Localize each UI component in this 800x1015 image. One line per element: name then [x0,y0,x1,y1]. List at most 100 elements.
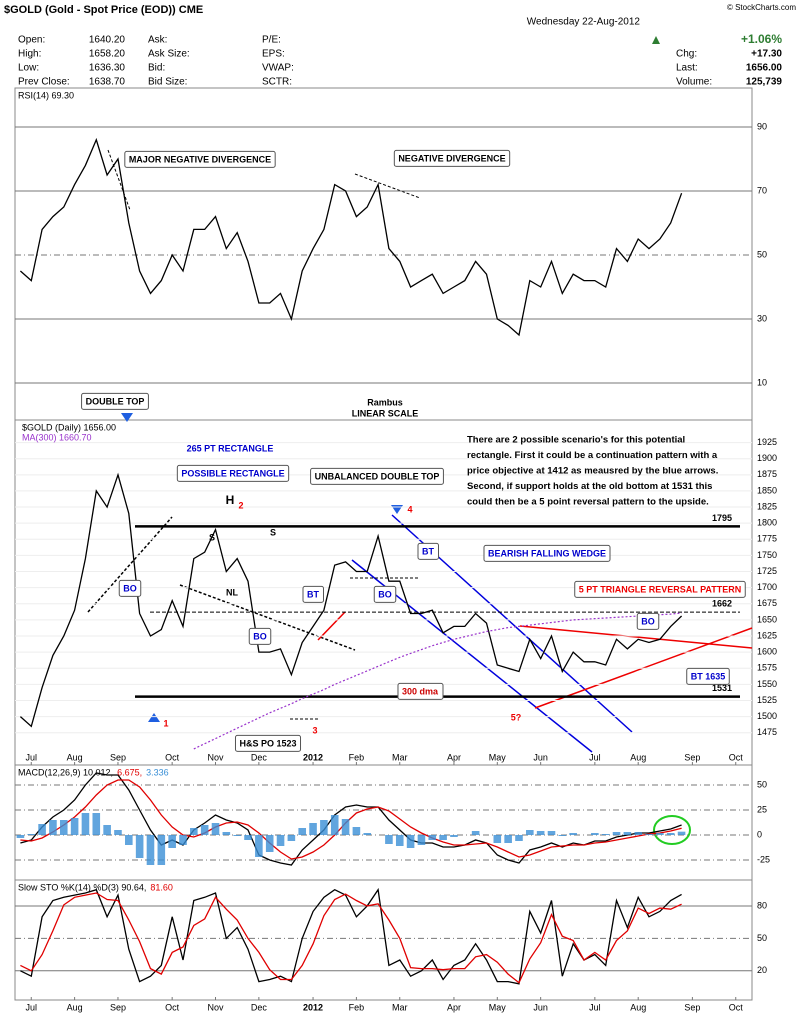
histogram-bar [16,835,25,838]
level-label: 1531 [712,683,732,693]
field-value: 1656.00 [746,63,783,74]
series-line [20,779,682,860]
trendline [107,149,131,211]
x-tick-label: Jul [25,1002,37,1012]
annotation-box [574,580,746,598]
histogram-bar [569,833,577,835]
histogram-bar [125,835,133,845]
commentary: rectangle. First it could be a continuat… [467,450,718,461]
annotation-box [397,682,444,700]
x-tick-label: Aug [630,1002,646,1012]
annotation: MAJOR NEGATIVE DIVERGENCE [129,154,271,164]
commentary: could then be a 5 point reversal pattern… [467,497,709,508]
histogram-bar [265,835,274,852]
annotation-box [124,150,276,168]
x-tick-label: Aug [630,752,646,762]
annotation: NEGATIVE DIVERGENCE [398,153,505,163]
histogram-bar [320,820,328,835]
histogram-bar [49,820,57,835]
series-line [19,472,683,728]
histogram-bar [200,825,209,835]
histogram-bar [504,835,512,843]
annotation-box [686,667,730,685]
field-value: 1638.70 [89,77,126,88]
x-tick-label: Sep [684,752,700,762]
x-tick-label: Dec [251,752,268,762]
annotation-box [417,542,439,560]
annotation-box [302,585,324,603]
histogram-bar [634,832,642,835]
arrow [391,505,403,514]
histogram-bar [645,834,653,835]
field-value: 1640.20 [89,35,126,46]
annotation: BEARISH FALLING WEDGE [488,548,606,558]
field-label: VWAP: [262,63,294,74]
x-tick-label: Feb [349,1002,365,1012]
x-tick-label: Sep [684,1002,700,1012]
y-tick-label: 1725 [757,566,777,576]
histogram-bar [59,820,68,835]
annotation: BT [307,589,319,599]
histogram-bar [298,828,307,835]
x-tick-label: Aug [67,1002,83,1012]
y-tick-label: 1675 [757,598,777,608]
y-tick-label: 1925 [757,437,777,447]
y-tick-label: 1825 [757,501,777,511]
y-tick-label: 1625 [757,630,777,640]
annotation: BO [641,616,655,626]
x-tick-label: Jul [589,752,601,762]
histogram-bar [558,835,567,836]
y-tick-label: 10 [757,377,767,387]
histogram-bar [287,835,296,841]
series-line [20,892,682,984]
histogram-bar [428,835,437,840]
histogram-bar [92,813,101,835]
y-tick-label: 50 [757,249,767,259]
x-tick-label: May [489,752,507,762]
field-label: Open: [18,35,45,46]
series-line [19,137,683,337]
annotation-box [234,734,302,752]
histogram-bar [623,832,632,835]
histogram-bar [38,824,46,835]
rsi-panel [14,87,753,421]
legend-entry: MA(300) 1660.70 [22,432,92,442]
histogram-bar [27,834,36,835]
date: Wednesday 22-Aug-2012 [527,17,641,28]
series-line [193,612,682,750]
histogram-bar [406,835,415,848]
field-label: Ask Size: [148,49,190,60]
y-tick-label: 0 [757,829,762,839]
annotation: 3 [312,725,317,735]
commentary: price objective at 1412 as meausred by t… [467,466,718,477]
annotation: 5 PT TRIANGLE REVERSAL PATTERN [579,584,742,594]
field-value: 125,739 [746,77,783,88]
histogram-bar [656,833,664,835]
histogram-bar [526,830,534,835]
triangle-line [519,625,753,649]
histogram-bar [591,833,599,835]
x-tick-label: Sep [110,1002,126,1012]
field-value: 1636.30 [89,63,126,74]
x-tick-label: Apr [447,1002,461,1012]
x-tick-label: 2012 [303,752,323,762]
annotation: H&S PO 1523 [239,738,296,748]
x-tick-label: 2012 [303,1002,323,1012]
field-label: Volume: [676,77,712,88]
histogram-bar [450,835,458,837]
y-tick-label: 1875 [757,469,777,479]
commentary: There are 2 possible scenario's for this… [467,435,685,446]
symbol-title: $GOLD (Gold - Spot Price (EOD)) CME [4,4,203,16]
y-tick-label: 1900 [757,453,777,463]
field-value: 1658.20 [89,49,126,60]
histogram-bar [244,835,252,840]
x-tick-label: Feb [349,752,365,762]
annotation: 2 [238,500,243,510]
legend-entry: Slow STO %K(14) %D(3) 90.64, [18,882,146,892]
series-line [20,887,682,985]
field-label: Low: [18,63,39,74]
x-tick-label: Nov [207,752,224,762]
x-tick-label: Jun [533,752,548,762]
field-label: EPS: [262,49,285,60]
